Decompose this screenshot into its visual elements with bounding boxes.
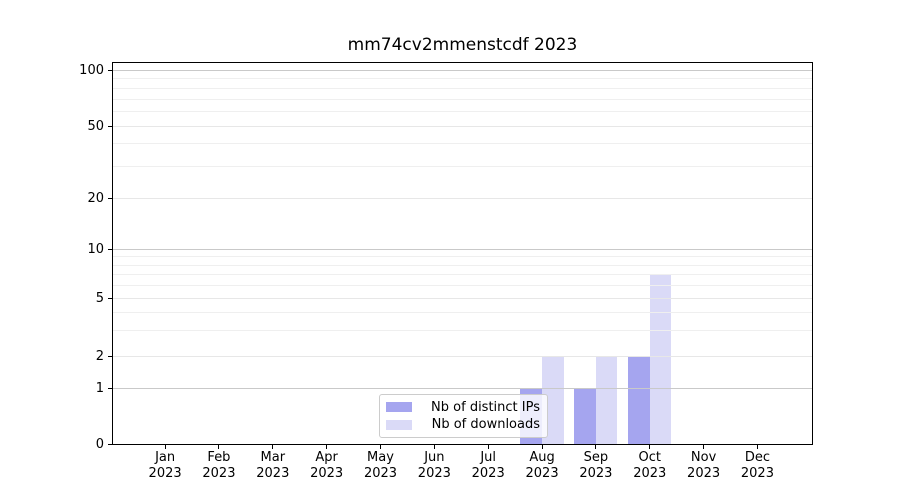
x-tick-label-feb: Feb 2023 (202, 450, 236, 481)
x-tick-apr (326, 444, 328, 449)
y-tick-0 (108, 443, 113, 445)
legend: Nb of distinct IPs Nb of downloads (379, 394, 548, 438)
x-tick-aug (541, 444, 543, 449)
y-tick-50 (108, 125, 113, 127)
x-tick-jul (487, 444, 489, 449)
y-tick-label-20: 20 (87, 190, 104, 206)
y-tick-label-0: 0 (95, 436, 104, 452)
x-tick-mar (272, 444, 274, 449)
y-tick-5 (108, 298, 113, 299)
y-tick-20 (108, 197, 113, 199)
x-tick-nov (703, 444, 705, 449)
legend-swatch-downloads (386, 419, 412, 430)
y-tick-label-100: 100 (79, 63, 104, 78)
x-tick-label-apr: Apr 2023 (310, 450, 344, 481)
x-tick-sep (595, 444, 597, 449)
y-tick-label-1: 1 (95, 381, 104, 396)
x-tick-label-jan: Jan 2023 (148, 450, 182, 481)
legend-swatch-distinct-ips (386, 402, 412, 413)
x-tick-label-may: May 2023 (363, 450, 398, 481)
x-tick-jun (433, 444, 435, 449)
x-tick-label-mar: Mar 2023 (256, 450, 290, 481)
x-tick-dec (756, 444, 758, 449)
x-tick-label-oct: Oct 2023 (633, 450, 667, 481)
x-tick-label-aug: Aug 2023 (525, 450, 559, 481)
y-tick-1 (108, 388, 113, 389)
x-tick-may (380, 444, 381, 449)
x-tick-label-jul: Jul 2023 (471, 450, 505, 481)
y-tick-2 (108, 355, 113, 357)
y-tick-label-10: 10 (87, 242, 104, 257)
bar-downloads-oct (649, 274, 672, 444)
x-tick-jan (164, 444, 166, 449)
bars-layer (113, 63, 812, 444)
y-tick-label-2: 2 (95, 348, 104, 364)
x-tick-label-nov: Nov 2023 (687, 450, 721, 481)
x-tick-label-sep: Sep 2023 (579, 450, 613, 481)
legend-row-downloads: Nb of downloads (386, 417, 540, 432)
x-tick-label-jun: Jun 2023 (417, 450, 451, 481)
y-tick-10 (108, 249, 113, 250)
x-tick-oct (649, 444, 651, 449)
y-tick-100 (108, 70, 113, 71)
chart-title: mm74cv2mmenstcdf 2023 (347, 35, 578, 55)
x-tick-label-dec: Dec 2023 (740, 450, 774, 481)
legend-row-distinct-ips: Nb of distinct IPs (386, 400, 540, 415)
y-tick-label-5: 5 (95, 291, 104, 306)
y-tick-label-50: 50 (87, 118, 104, 134)
x-tick-feb (218, 444, 220, 449)
legend-label-distinct-ips: Nb of distinct IPs (431, 399, 540, 415)
bar-distinct-ips-oct (628, 356, 650, 444)
plot-area (112, 62, 813, 445)
bar-downloads-sep (595, 356, 618, 444)
legend-label-downloads: Nb of downloads (431, 417, 540, 433)
bar-distinct-ips-sep (574, 388, 596, 444)
